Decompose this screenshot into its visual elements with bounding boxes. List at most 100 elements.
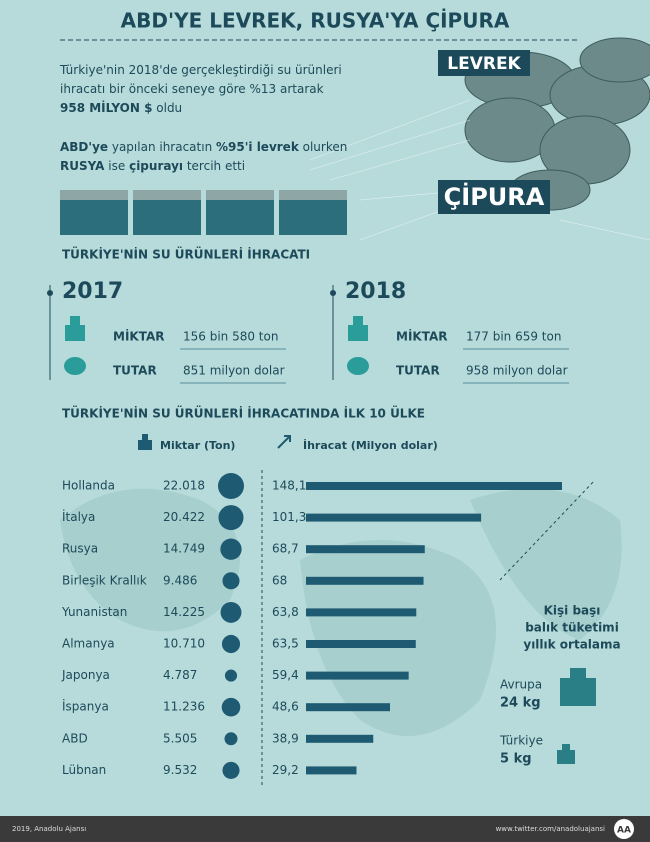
text-segment: olurken [299,140,348,154]
year-dot [47,290,53,296]
country: Lübnan [62,763,106,777]
miktar-value: 9.532 [163,763,197,777]
miktar-value: 9.486 [163,573,197,587]
miktar-circle [220,601,242,623]
levrek-label: LEVREK [447,54,521,74]
country: İspanya [62,699,109,714]
ihracat-bar [306,513,482,522]
miktar-value: 177 bin 659 ton [466,330,561,344]
ihracat-value: 101,3 [272,510,306,524]
weight-icons [557,668,596,764]
country: Almanya [62,637,115,651]
ihracat-bar [306,576,424,585]
paragraph-line: ABD'ye yapılan ihracatın %95'i levrek ol… [60,140,347,154]
text-segment: RUSYA [60,159,105,173]
country: Yunanistan [61,605,127,619]
ihracat-value: 148,1 [272,479,306,493]
country: Birleşik Krallık [62,573,147,587]
miktar-value: 4.787 [163,668,197,682]
ihracat-bar [306,608,417,617]
consumption-title: Kişi başı [544,604,601,618]
scale-icon [348,325,368,341]
ihracat-header: İhracat (Milyon dolar) [303,438,438,452]
miktar-circle [218,505,244,531]
footer-twitter: www.twitter.com/anadoluajansi [496,825,605,833]
year-dot [330,290,336,296]
miktar-circle [222,572,240,590]
paragraph-line: RUSYA ise çipurayı tercih etti [60,159,245,173]
ihracat-bar [306,640,416,648]
country: İtalya [62,509,95,524]
tutar-value: 958 milyon dolar [466,364,568,378]
text-segment: ise [104,159,129,173]
year: 2018 [345,279,406,304]
scale-icon-top [353,316,363,325]
ihracat-bar [306,671,409,680]
text-segment: oldu [152,101,182,115]
miktar-value: 22.018 [163,479,205,493]
ihracat-value: 68,7 [272,542,299,556]
miktar-value: 5.505 [163,731,197,745]
logo-circle [614,819,634,839]
scale-icon-header [138,434,152,450]
ihracat-value: 68 [272,573,287,587]
coin-icon [64,357,86,375]
ihracat-value: 38,9 [272,731,299,745]
text-segment: tercih etti [183,159,245,173]
footer-credit: 2019, Anadolu Ajansı [12,825,86,833]
ihracat-value: 59,4 [272,668,299,682]
miktar-value: 10.710 [163,637,205,651]
miktar-value: 20.422 [163,510,205,524]
ihracat-bar [306,482,562,490]
text-segment: %95'i levrek [216,140,300,154]
miktar-circle [220,538,242,560]
country: Hollanda [62,479,115,493]
miktar-circle [222,761,240,779]
text-segment: yapılan ihracatın [108,140,216,154]
year: 2017 [62,279,123,304]
ihracat-bar [306,703,391,712]
consumption-title: yıllık ortalama [523,638,620,652]
text-segment: 958 MİLYON $ [60,100,152,115]
country: ABD [62,731,88,745]
tutar-value: 851 milyon dolar [183,364,285,378]
region: Türkiye [499,734,543,748]
miktar-value: 11.236 [163,700,205,714]
miktar-value: 156 bin 580 ton [183,330,278,344]
miktar-label: MİKTAR [113,329,165,344]
scale-icon-top [70,316,80,325]
miktar-circle [218,473,244,499]
text-segment: Türkiye'nin 2018'de gerçekleştirdiği su … [59,63,342,77]
footer-bar [0,816,650,842]
ihracat-value: 63,8 [272,605,299,619]
miktar-value: 14.225 [163,605,205,619]
scale-icon [65,325,85,341]
miktar-value: 14.749 [163,542,205,556]
text-segment: ihracatı bir önceki seneye göre %13 arta… [60,82,324,96]
miktar-label: MİKTAR [396,329,448,344]
ihracat-bar [306,734,374,743]
fish-crates [60,190,347,235]
text-segment: ABD'ye [60,140,108,154]
tutar-label: TUTAR [396,364,440,378]
cipura-label: ÇİPURA [444,182,545,211]
amount: 24 kg [500,696,541,711]
ihracat-bar [306,545,425,554]
miktar-circle [224,669,238,682]
coin-icon [347,357,369,375]
cipura-tag [438,180,550,214]
paragraph-line: ihracatı bir önceki seneye göre %13 arta… [60,82,324,96]
miktar-circle [224,732,238,746]
ihracat-value: 29,2 [272,763,299,777]
ihracat-value: 48,6 [272,700,299,714]
logo: AA [617,826,631,836]
region: Avrupa [500,678,542,692]
consumption-title: balık tüketimi [525,621,619,635]
paragraph-line: Türkiye'nin 2018'de gerçekleştirdiği su … [59,63,342,77]
amount: 5 kg [500,752,532,767]
ranking-title: TÜRKİYE'NİN SU ÜRÜNLERİ İHRACATINDA İLK … [62,406,425,421]
ihracat-value: 63,5 [272,637,299,651]
miktar-circle [221,634,241,654]
country: Rusya [62,542,98,556]
